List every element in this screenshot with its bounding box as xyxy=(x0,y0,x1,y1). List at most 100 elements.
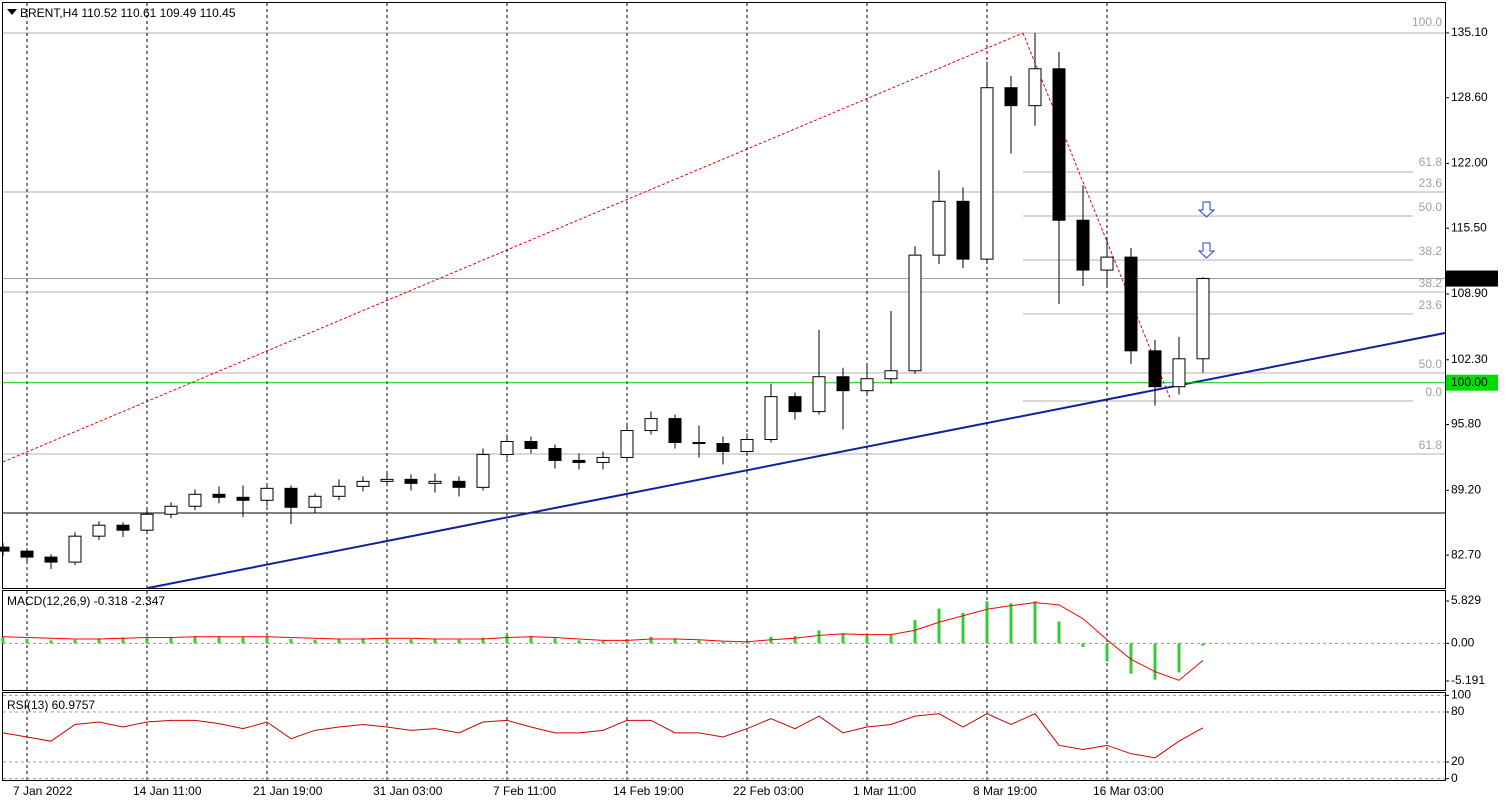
candle-body xyxy=(140,513,154,531)
macd-bar xyxy=(265,636,269,644)
y-tick-label: 128.60 xyxy=(1451,90,1488,104)
macd-bar xyxy=(49,640,53,644)
candle-body xyxy=(1148,350,1162,388)
candle-body xyxy=(572,459,586,463)
candle-body xyxy=(716,442,730,452)
macd-bar xyxy=(361,638,365,644)
fib-label: 100.0 xyxy=(1412,15,1442,29)
candle-body xyxy=(932,200,946,256)
y-tick-label: 0 xyxy=(1451,771,1458,785)
macd-bar xyxy=(1177,643,1181,673)
fib-label: 0.0 xyxy=(1425,385,1442,399)
macd-bar xyxy=(1105,643,1109,662)
y-tick-label: 80 xyxy=(1451,704,1465,718)
level-marker-label: 100.00 xyxy=(1451,375,1488,389)
candle-body xyxy=(1052,68,1066,221)
macd-bar xyxy=(1,637,5,644)
y-tick-label: 122.00 xyxy=(1451,156,1488,170)
y-tick-label: 5.829 xyxy=(1451,593,1481,607)
macd-bar xyxy=(1129,643,1133,674)
macd-bar xyxy=(793,636,797,644)
macd-bar xyxy=(289,638,293,644)
y-tick-label: 100 xyxy=(1451,688,1471,702)
fib-label: 50.0 xyxy=(1419,200,1443,214)
y-tick-label: 102.30 xyxy=(1451,352,1488,366)
candle-body xyxy=(0,546,10,552)
macd-bar xyxy=(865,636,869,644)
x-tick-label: 21 Jan 19:00 xyxy=(253,784,323,798)
menu-triangle[interactable] xyxy=(7,9,17,15)
fib-trend-line xyxy=(2,32,1024,463)
x-tick-label: 16 Mar 03:00 xyxy=(1093,784,1164,798)
macd-bar xyxy=(1081,643,1085,647)
x-tick-label: 31 Jan 03:00 xyxy=(373,784,443,798)
candle-body xyxy=(452,480,466,488)
macd-bar xyxy=(457,639,461,644)
fib-label: 23.6 xyxy=(1419,176,1443,190)
fib-label: 50.0 xyxy=(1419,357,1443,371)
macd-bar xyxy=(745,641,749,644)
candle-body xyxy=(1196,278,1210,360)
candle-body xyxy=(476,453,490,488)
macd-bar xyxy=(241,636,245,644)
macd-bar xyxy=(337,638,341,644)
macd-bar xyxy=(817,630,821,644)
candle-body xyxy=(788,396,802,413)
macd-bar xyxy=(649,636,653,644)
price-panel-border xyxy=(2,2,1446,589)
macd-bar xyxy=(145,636,149,644)
macd-bar xyxy=(169,636,173,644)
fib-label: 61.8 xyxy=(1419,438,1443,452)
candle-body xyxy=(980,87,994,260)
x-tick-label: 14 Jan 11:00 xyxy=(133,784,202,798)
signal-line xyxy=(2,602,1204,681)
macd-bar xyxy=(529,636,533,644)
macd-bar xyxy=(1153,643,1157,680)
fib-trend-line xyxy=(1022,32,1171,399)
candle-body xyxy=(500,441,514,455)
macd-bar xyxy=(313,639,317,644)
candle-body xyxy=(1076,219,1090,271)
price-title: BRENT,H4 110.52 110.61 109.49 110.45 xyxy=(20,6,236,20)
macd-bar xyxy=(913,620,917,644)
candle-body xyxy=(1004,87,1018,107)
macd-bar xyxy=(1201,643,1205,646)
candle-body xyxy=(596,456,610,463)
macd-bar xyxy=(1009,603,1013,644)
macd-bar xyxy=(601,641,605,644)
macd-bar xyxy=(841,633,845,644)
candle-body xyxy=(68,535,82,563)
fib-label: 38.2 xyxy=(1419,276,1443,290)
candle-body xyxy=(260,487,274,501)
y-tick-label: 108.90 xyxy=(1451,286,1488,300)
arrow-icon xyxy=(1197,242,1216,259)
macd-bar xyxy=(553,638,557,644)
rsi-panel-border xyxy=(2,692,1446,781)
macd-bar xyxy=(385,638,389,644)
macd-bar xyxy=(217,636,221,644)
candle-body xyxy=(92,524,106,537)
macd-bar xyxy=(1057,621,1061,644)
candle-body xyxy=(188,493,202,507)
candle-body xyxy=(884,370,898,380)
candle-body xyxy=(1028,68,1042,107)
candle-body xyxy=(1100,256,1114,271)
x-tick-label: 22 Feb 03:00 xyxy=(733,784,804,798)
macd-bar xyxy=(577,640,581,644)
fib-label: 61.8 xyxy=(1419,155,1443,169)
rsi-title: RSI(13) 60.9757 xyxy=(7,698,95,712)
candle-body xyxy=(44,556,58,563)
candle-body xyxy=(164,505,178,515)
candle-body xyxy=(1172,358,1186,388)
macd-bar xyxy=(505,635,509,644)
y-tick-label: 82.70 xyxy=(1451,547,1481,561)
macd-bar xyxy=(433,638,437,644)
candle-body xyxy=(20,550,34,558)
rsi-line xyxy=(2,713,1204,759)
y-tick-label: 135.10 xyxy=(1451,25,1488,39)
macd-bar xyxy=(721,641,725,644)
price-marker-label: 110.45 xyxy=(1451,271,1487,285)
y-tick-label: 115.50 xyxy=(1451,220,1487,234)
macd-bar xyxy=(625,638,629,644)
